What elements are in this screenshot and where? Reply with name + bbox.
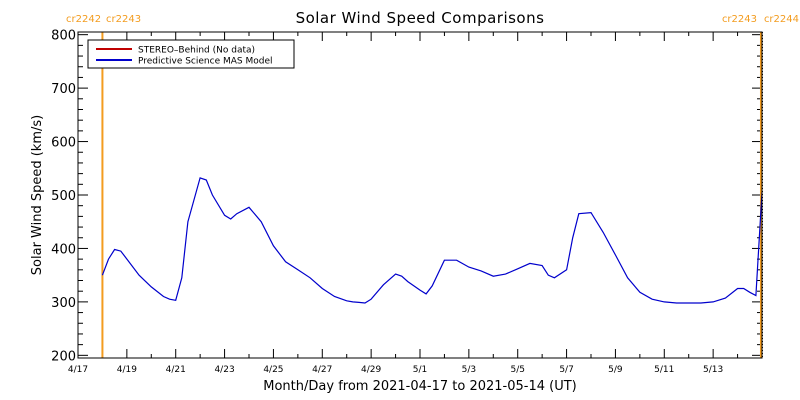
carrington-label-left: cr2243 bbox=[722, 14, 757, 25]
legend-label: STEREO–Behind (No data) bbox=[138, 46, 255, 56]
x-tick-label: 5/3 bbox=[462, 365, 476, 375]
y-tick-label: 200 bbox=[51, 349, 76, 364]
x-tick-label: 4/21 bbox=[166, 365, 186, 375]
series-line-mas-model bbox=[101, 177, 763, 304]
x-tick-label: 4/23 bbox=[214, 365, 234, 375]
y-tick-label: 700 bbox=[51, 82, 76, 97]
x-axis-ticks: 4/17 4/19 4/21 4/23 4/25 4/27 4/29 5/1 5/3 5/5 5/7… bbox=[68, 32, 763, 375]
y-tick-label: 500 bbox=[51, 189, 76, 204]
chart-title: Solar Wind Speed Comparisons bbox=[296, 9, 545, 27]
carrington-label-left: cr2242 bbox=[66, 14, 101, 25]
x-tick-label: 5/1 bbox=[413, 365, 427, 375]
x-tick-label: 4/25 bbox=[263, 365, 283, 375]
legend-box bbox=[87, 39, 295, 69]
x-tick-label: 5/11 bbox=[654, 365, 674, 375]
plot-frame bbox=[77, 31, 763, 359]
y-tick-label: 800 bbox=[51, 29, 76, 44]
x-tick-label: 4/19 bbox=[117, 365, 137, 375]
y-tick-label: 300 bbox=[51, 296, 76, 311]
x-tick-label: 4/27 bbox=[312, 365, 332, 375]
y-tick-label: 600 bbox=[51, 136, 76, 151]
y-tick-label: 400 bbox=[51, 242, 76, 257]
series-lines bbox=[101, 177, 763, 304]
x-axis-label: Month/Day from 2021-04-17 to 2021-05-14 … bbox=[263, 379, 576, 394]
x-tick-label: 5/13 bbox=[703, 365, 723, 375]
y-axis-ticks: 200 300 400 500 600 700 800 bbox=[51, 29, 762, 364]
legend: STEREO–Behind (No data)Predictive Scienc… bbox=[87, 39, 295, 69]
x-tick-label: 5/9 bbox=[608, 365, 623, 375]
x-tick-label: 5/7 bbox=[559, 365, 573, 375]
x-tick-label: 4/29 bbox=[361, 365, 381, 375]
carrington-label-right: cr2244 bbox=[764, 14, 799, 25]
x-tick-label: 4/17 bbox=[68, 365, 88, 375]
carrington-label-right: cr2243 bbox=[106, 14, 141, 25]
x-tick-label: 5/5 bbox=[510, 365, 524, 375]
legend-label: Predictive Science MAS Model bbox=[138, 57, 273, 67]
y-axis-label: Solar Wind Speed (km/s) bbox=[30, 115, 45, 275]
